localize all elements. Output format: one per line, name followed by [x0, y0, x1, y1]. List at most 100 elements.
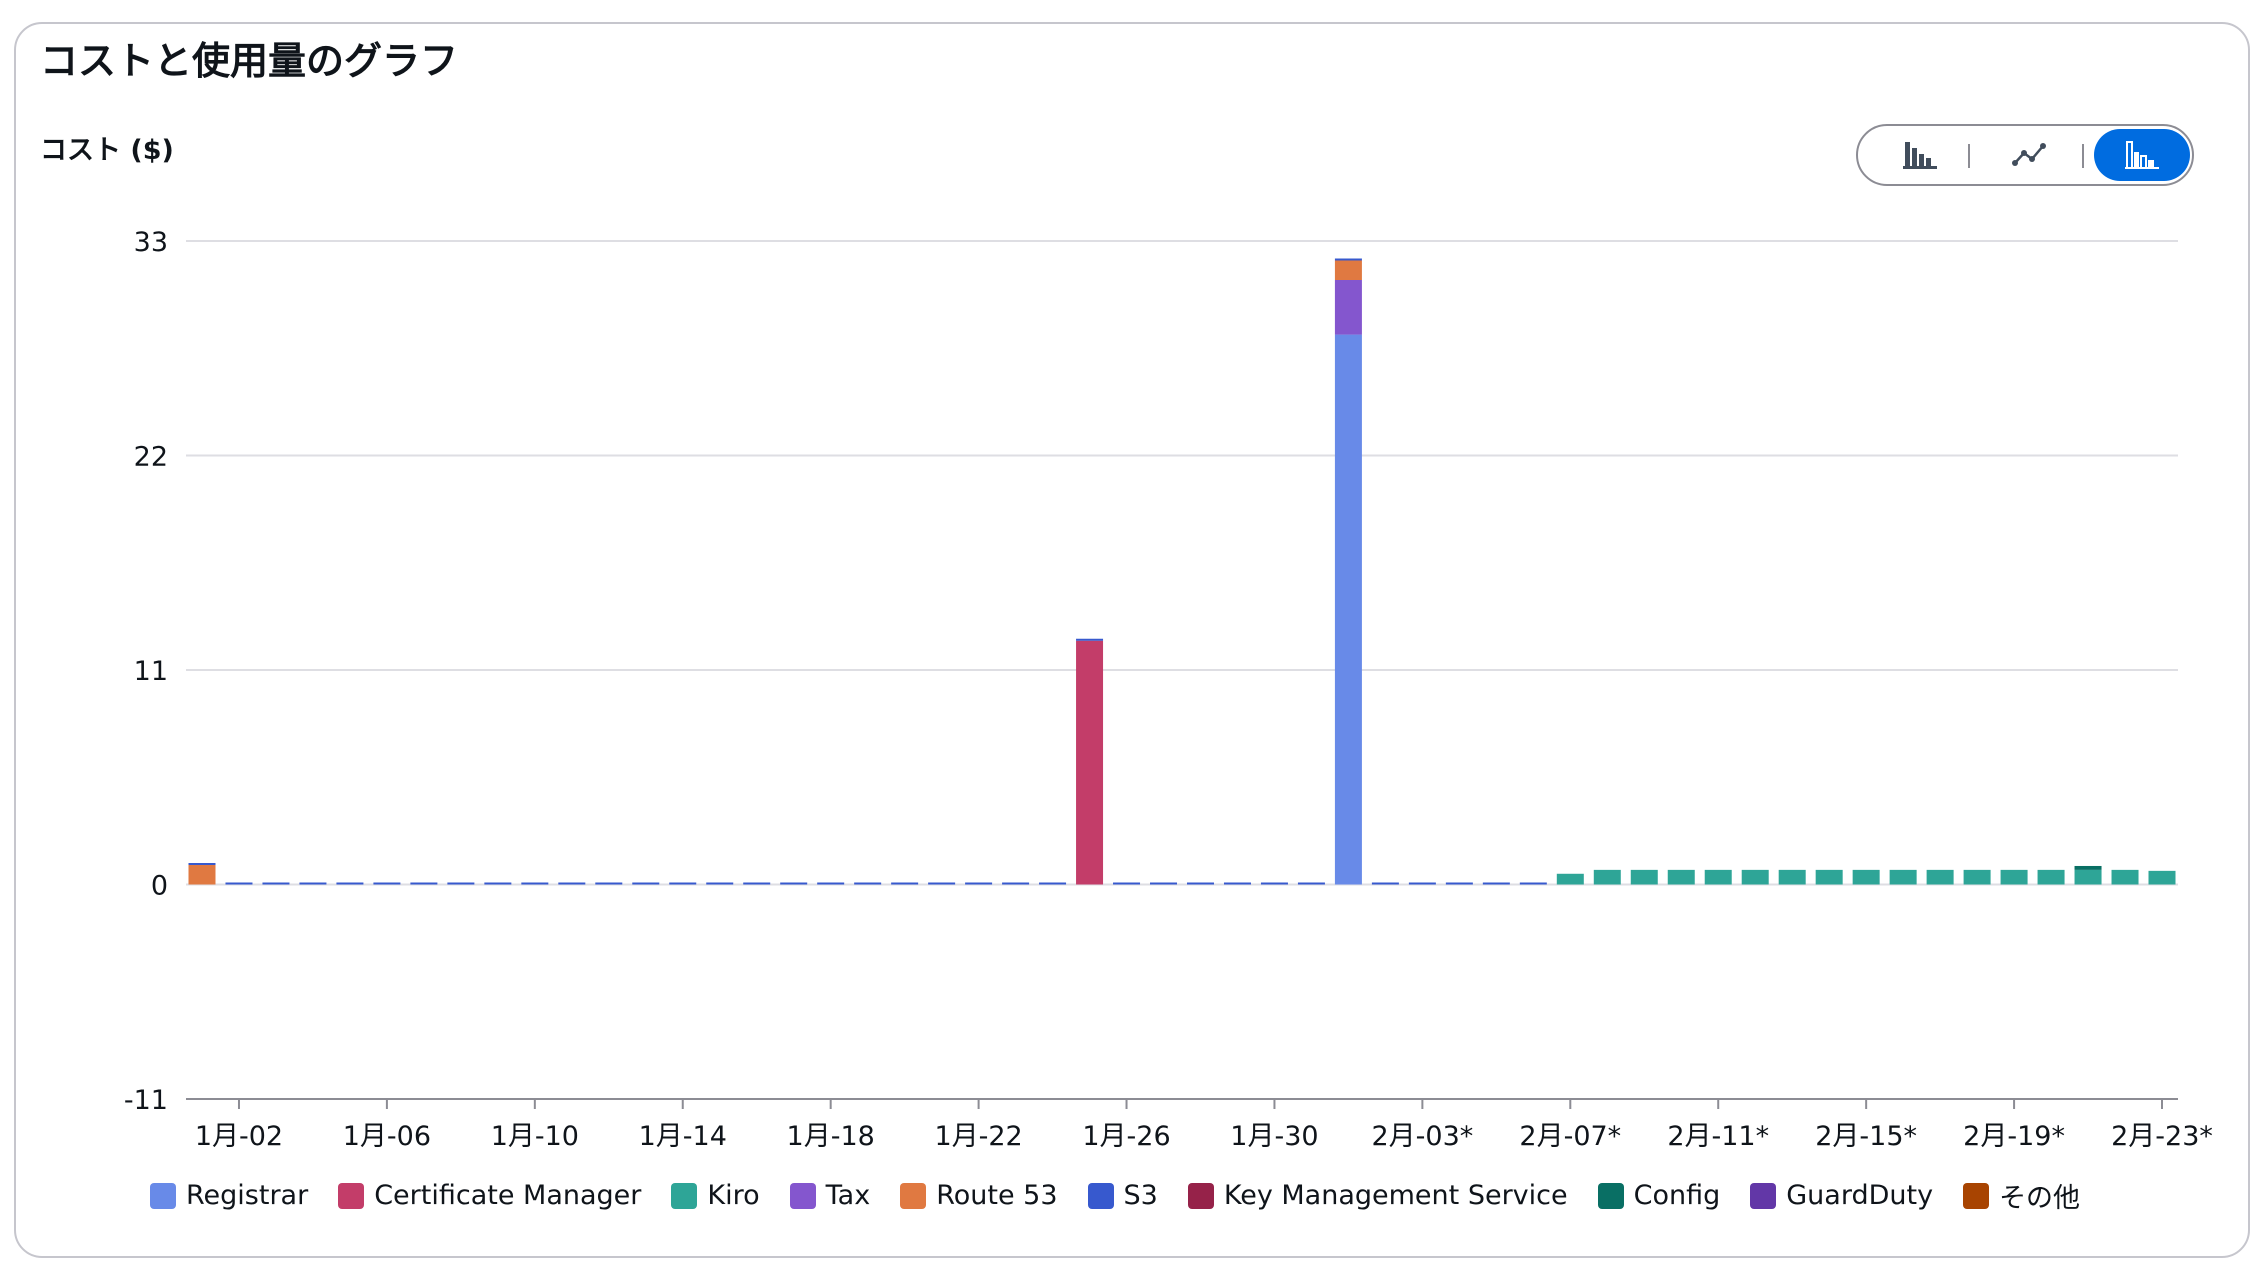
bar-segment: [262, 882, 290, 885]
x-tick-label: 1月-14: [639, 1121, 727, 1152]
bar-segment: [2074, 869, 2102, 885]
x-tick-label: 2月-07*: [1519, 1121, 1621, 1152]
bar-segment: [1334, 258, 1362, 261]
bar-chart-icon: [1903, 142, 1937, 169]
y-tick-label: 0: [151, 871, 168, 902]
legend-label: Key Management Service: [1223, 1180, 1568, 1211]
legend-item[interactable]: Certificate Manager: [338, 1180, 641, 1211]
bar-segment: [1593, 869, 1621, 885]
bar-segment: [595, 882, 623, 885]
x-tick-label: 2月-03*: [1371, 1121, 1473, 1152]
legend-item[interactable]: Route 53: [900, 1180, 1058, 1211]
x-tick-label: 1月-02: [195, 1121, 283, 1152]
bar-segment: [2148, 870, 2176, 885]
bar-segment: [188, 863, 216, 865]
bar-segment: [1334, 334, 1362, 885]
bar-segment: [891, 882, 919, 885]
legend-swatch: [900, 1182, 927, 1209]
legend-swatch: [671, 1182, 698, 1209]
bar-segment: [484, 882, 512, 885]
bar-segment: [669, 882, 697, 885]
bar-segment: [521, 882, 549, 885]
legend-item[interactable]: Registrar: [150, 1180, 308, 1211]
bar-segment: [743, 882, 771, 885]
x-tick-label: 1月-30: [1230, 1121, 1318, 1152]
chart-type-toggle: [1856, 124, 2194, 186]
bar-segment: [632, 882, 660, 885]
bar-segment: [780, 882, 808, 885]
legend-item[interactable]: Kiro: [671, 1180, 760, 1211]
legend-label: Kiro: [707, 1180, 760, 1211]
bar-segment: [1002, 882, 1030, 885]
y-axis-title: コスト ($): [40, 135, 174, 166]
bar-segment: [2074, 865, 2102, 870]
bar-segment: [2111, 869, 2139, 885]
bar-segment: [1778, 869, 1806, 885]
legend-swatch: [1963, 1182, 1990, 1209]
bar-segment: [1963, 869, 1991, 885]
stacked-bar-chart-toggle-button[interactable]: [2094, 129, 2190, 181]
legend-item[interactable]: S3: [1087, 1180, 1158, 1211]
toggle-separator: [1968, 144, 1970, 168]
bar-segment: [1334, 260, 1362, 280]
legend-swatch: [1087, 1182, 1114, 1209]
bar-segment: [558, 882, 586, 885]
x-tick-label: 1月-26: [1082, 1121, 1170, 1152]
bar-segment: [1667, 869, 1695, 885]
bar-segment: [1556, 873, 1584, 885]
legend-swatch: [1750, 1182, 1777, 1209]
bar-segment: [1519, 882, 1547, 885]
bar-segment: [706, 882, 734, 885]
legend-swatch: [1187, 1182, 1214, 1209]
bar-segment: [1741, 869, 1769, 885]
x-tick-label: 2月-11*: [1667, 1121, 1769, 1152]
bar-segment: [1297, 882, 1325, 885]
legend-label: Tax: [825, 1180, 871, 1211]
legend-swatch: [1597, 1182, 1624, 1209]
legend-item[interactable]: その他: [1963, 1176, 2080, 1215]
legend-swatch: [789, 1182, 816, 1209]
toggle-separator: [2082, 144, 2084, 168]
bar-segment: [188, 865, 216, 885]
bar-chart-toggle-button[interactable]: [1872, 129, 1968, 181]
bar-segment: [1113, 882, 1141, 885]
line-chart-toggle-button[interactable]: [1981, 129, 2077, 181]
bar-segment: [1076, 640, 1104, 885]
legend-label: Registrar: [186, 1180, 309, 1211]
bar-segment: [1630, 869, 1658, 885]
legend-label: その他: [1999, 1183, 2081, 1214]
legend-label: Config: [1633, 1180, 1721, 1211]
bar-segment: [2037, 869, 2065, 885]
bar-segment: [1334, 280, 1362, 335]
bar-segment: [2000, 869, 2028, 885]
bar-segment: [854, 882, 882, 885]
bar-segment: [1186, 882, 1214, 885]
page-title: コストと使用量のグラフ: [40, 39, 459, 83]
legend-item[interactable]: Key Management Service: [1187, 1180, 1568, 1211]
y-tick-label: -11: [124, 1085, 168, 1116]
bar-segment: [1704, 869, 1732, 885]
bar-segment: [1039, 882, 1067, 885]
bar-segment: [1926, 869, 1954, 885]
x-tick-label: 1月-18: [787, 1121, 875, 1152]
legend-item[interactable]: Config: [1597, 1180, 1721, 1211]
bar-segment: [1852, 869, 1880, 885]
bar-segment: [1408, 882, 1436, 885]
bar-segment: [410, 882, 438, 885]
bar-segment: [817, 882, 845, 885]
cost-usage-card: [14, 22, 2250, 1258]
legend-label: Certificate Manager: [374, 1180, 642, 1211]
y-tick-label: 22: [134, 442, 168, 473]
bar-segment: [373, 882, 401, 885]
x-tick-label: 2月-15*: [1815, 1121, 1917, 1152]
legend-item[interactable]: Tax: [789, 1180, 871, 1211]
bar-segment: [1260, 882, 1288, 885]
bar-segment: [1889, 869, 1917, 885]
bar-segment: [225, 882, 253, 885]
line-chart-icon: [2012, 143, 2046, 166]
x-tick-label: 1月-22: [934, 1121, 1022, 1152]
x-tick-label: 1月-10: [491, 1121, 579, 1152]
bar-segment: [1445, 882, 1473, 885]
legend-label: Route 53: [936, 1180, 1058, 1211]
legend-item[interactable]: GuardDuty: [1750, 1180, 1933, 1211]
